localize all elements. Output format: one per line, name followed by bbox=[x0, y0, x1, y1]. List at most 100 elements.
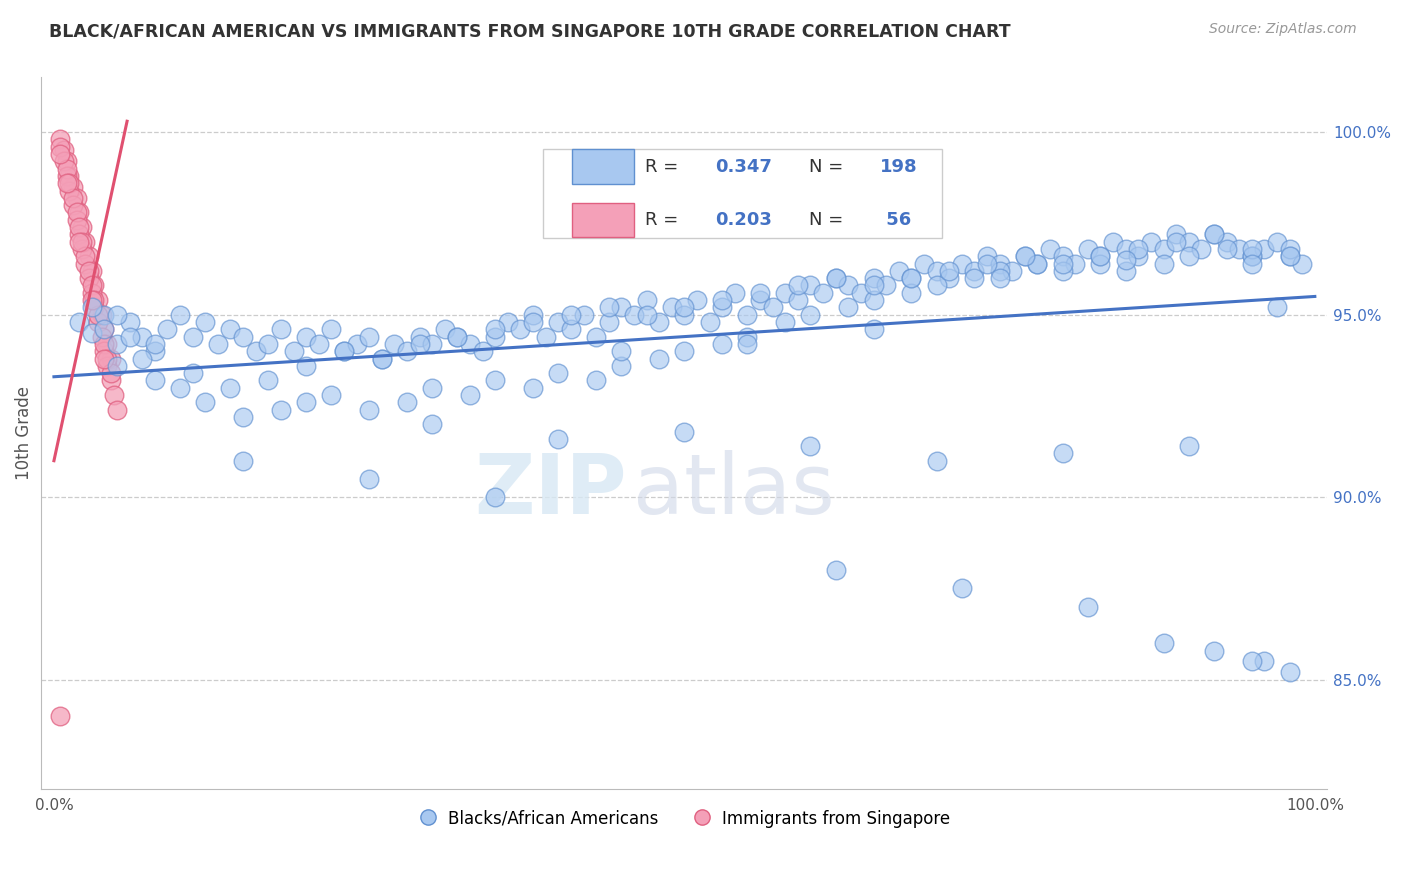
Point bbox=[1240, 249, 1263, 263]
Point bbox=[1240, 655, 1263, 669]
Point bbox=[572, 308, 595, 322]
Point bbox=[598, 301, 620, 315]
Point bbox=[1014, 249, 1036, 263]
Point bbox=[988, 271, 1011, 285]
Point bbox=[1026, 257, 1049, 271]
Point bbox=[887, 264, 910, 278]
Point bbox=[1052, 446, 1074, 460]
Point bbox=[1278, 249, 1301, 263]
Point bbox=[80, 285, 103, 300]
Point bbox=[522, 315, 544, 329]
Point bbox=[1140, 235, 1163, 249]
Point bbox=[408, 329, 430, 343]
Point bbox=[737, 329, 759, 343]
Point bbox=[925, 453, 948, 467]
Point bbox=[799, 278, 821, 293]
Point bbox=[49, 140, 72, 154]
Point bbox=[257, 337, 280, 351]
Point bbox=[862, 293, 884, 307]
Text: 0.347: 0.347 bbox=[716, 158, 772, 176]
Point bbox=[900, 271, 922, 285]
Point bbox=[988, 264, 1011, 278]
Point bbox=[1189, 242, 1212, 256]
Point bbox=[976, 257, 998, 271]
Point bbox=[762, 301, 785, 315]
Point bbox=[522, 381, 544, 395]
Point bbox=[181, 329, 204, 343]
Point bbox=[80, 301, 103, 315]
Point bbox=[1253, 242, 1275, 256]
Point bbox=[207, 337, 229, 351]
Point bbox=[49, 132, 72, 146]
Point bbox=[245, 344, 267, 359]
Point bbox=[83, 278, 105, 293]
Point bbox=[66, 205, 89, 219]
Point bbox=[786, 278, 808, 293]
Point bbox=[446, 329, 468, 343]
Point bbox=[673, 425, 696, 439]
Point bbox=[283, 344, 305, 359]
Point bbox=[1077, 242, 1099, 256]
Point bbox=[811, 285, 834, 300]
Point bbox=[232, 409, 254, 424]
Point bbox=[49, 709, 72, 723]
Point bbox=[70, 242, 93, 256]
Point bbox=[484, 322, 506, 336]
Point bbox=[1265, 235, 1288, 249]
Point bbox=[1278, 665, 1301, 680]
Point bbox=[371, 351, 394, 366]
Point bbox=[408, 337, 430, 351]
Point bbox=[988, 257, 1011, 271]
Point bbox=[83, 301, 105, 315]
Point bbox=[534, 329, 557, 343]
Point bbox=[55, 161, 77, 176]
Point bbox=[433, 322, 456, 336]
Point bbox=[333, 344, 356, 359]
Point bbox=[80, 278, 103, 293]
Point bbox=[1115, 252, 1137, 267]
Point bbox=[308, 337, 330, 351]
Text: atlas: atlas bbox=[633, 450, 835, 531]
Legend: Blacks/African Americans, Immigrants from Singapore: Blacks/African Americans, Immigrants fro… bbox=[412, 803, 957, 834]
FancyBboxPatch shape bbox=[572, 150, 634, 184]
Point bbox=[93, 351, 115, 366]
Point bbox=[219, 322, 242, 336]
Point bbox=[862, 322, 884, 336]
Point bbox=[1278, 249, 1301, 263]
Point bbox=[1039, 242, 1062, 256]
Point bbox=[87, 293, 110, 307]
Point bbox=[143, 344, 166, 359]
Point bbox=[1202, 227, 1225, 242]
Point bbox=[333, 344, 356, 359]
Point bbox=[1177, 439, 1199, 453]
Point bbox=[1153, 636, 1175, 650]
Point bbox=[900, 271, 922, 285]
Point bbox=[862, 278, 884, 293]
Point bbox=[58, 169, 80, 183]
Point bbox=[547, 315, 569, 329]
Point bbox=[648, 315, 671, 329]
Point bbox=[963, 271, 986, 285]
Point bbox=[849, 285, 872, 300]
Point bbox=[458, 337, 481, 351]
Point bbox=[1153, 242, 1175, 256]
Point bbox=[80, 326, 103, 340]
Point bbox=[359, 329, 381, 343]
Point bbox=[346, 337, 368, 351]
Point bbox=[131, 329, 153, 343]
Point bbox=[55, 154, 77, 169]
Point bbox=[75, 235, 97, 249]
Point bbox=[1291, 257, 1313, 271]
Point bbox=[93, 344, 115, 359]
Point bbox=[75, 257, 97, 271]
Point bbox=[321, 322, 343, 336]
Point bbox=[131, 351, 153, 366]
Point bbox=[257, 373, 280, 387]
Point bbox=[93, 322, 115, 336]
Point bbox=[1166, 235, 1188, 249]
Point bbox=[420, 417, 443, 432]
Point bbox=[925, 278, 948, 293]
Point bbox=[1202, 643, 1225, 657]
Point bbox=[90, 308, 112, 322]
Point bbox=[67, 205, 90, 219]
